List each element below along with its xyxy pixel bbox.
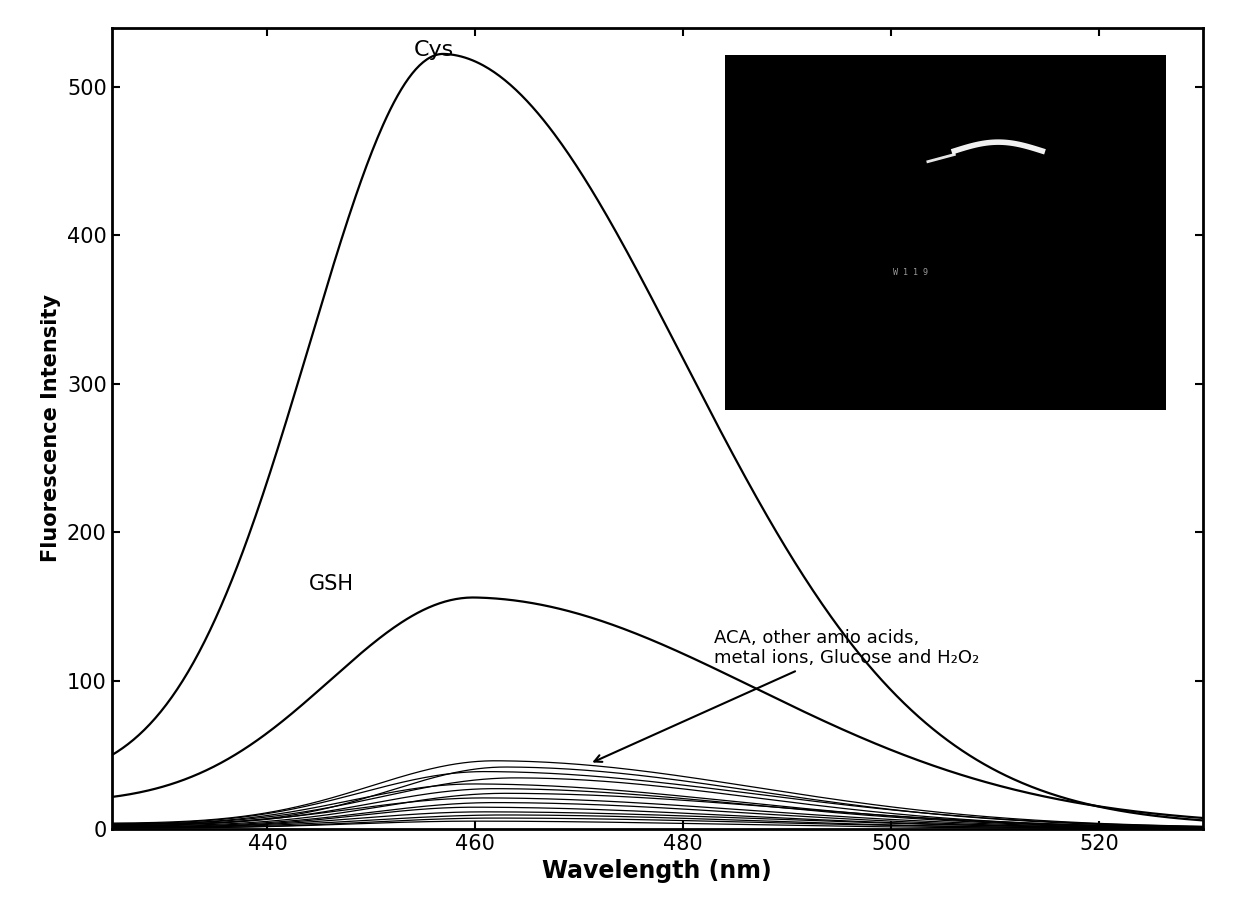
Text: GSH: GSH [309,575,355,594]
Y-axis label: Fluorescence Intensity: Fluorescence Intensity [41,295,62,562]
X-axis label: Wavelength (nm): Wavelength (nm) [542,859,773,883]
Text: W 1 1 9: W 1 1 9 [893,268,928,277]
Text: Cys: Cys [414,41,454,60]
Text: ACA, other amio acids,
metal ions, Glucose and H₂O₂: ACA, other amio acids, metal ions, Gluco… [594,629,980,762]
